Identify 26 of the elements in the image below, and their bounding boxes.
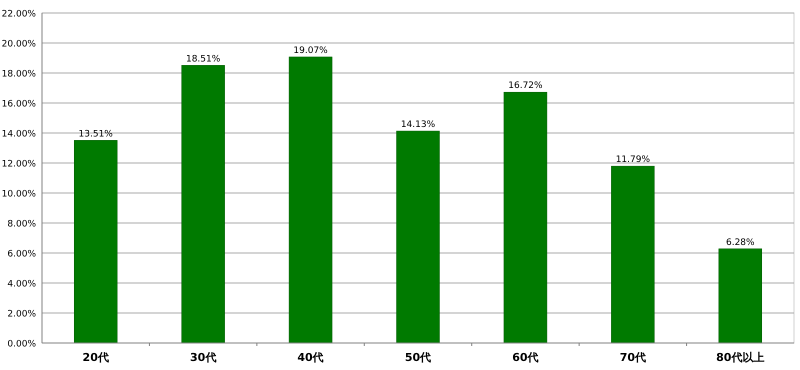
x-tick-label: 20代 [82, 351, 109, 364]
data-label: 14.13% [400, 120, 436, 130]
data-label: 19.07% [293, 46, 328, 56]
x-tick-label: 80代以上 [716, 351, 764, 364]
x-tick-label: 60代 [512, 351, 539, 364]
data-label: 11.79% [616, 155, 650, 166]
y-tick-label: 22.00% [2, 10, 36, 20]
y-tick-label: 8.00% [7, 220, 36, 230]
x-tick-label: 40代 [297, 351, 324, 364]
x-tick-label: 30代 [190, 351, 216, 364]
y-tick-label: 14.00% [2, 130, 36, 140]
x-tick-label: 70代 [620, 351, 646, 364]
y-tick-label: 0.00% [7, 340, 36, 350]
data-label: 6.28% [726, 238, 756, 248]
data-label: 18.51% [186, 54, 221, 64]
y-tick-label: 16.00% [2, 100, 36, 110]
y-tick-label: 2.00% [7, 310, 36, 320]
y-tick-label: 10.00% [2, 190, 36, 200]
y-tick-label: 20.00% [2, 40, 36, 50]
y-tick-label: 12.00% [2, 160, 36, 170]
y-tick-label: 6.00% [7, 250, 36, 260]
y-tick-label: 4.00% [7, 280, 36, 290]
data-label: 16.72% [508, 81, 544, 92]
data-label: 13.51% [78, 129, 114, 140]
y-tick-label: 18.00% [2, 70, 36, 80]
x-tick-label: 50代 [404, 351, 432, 364]
